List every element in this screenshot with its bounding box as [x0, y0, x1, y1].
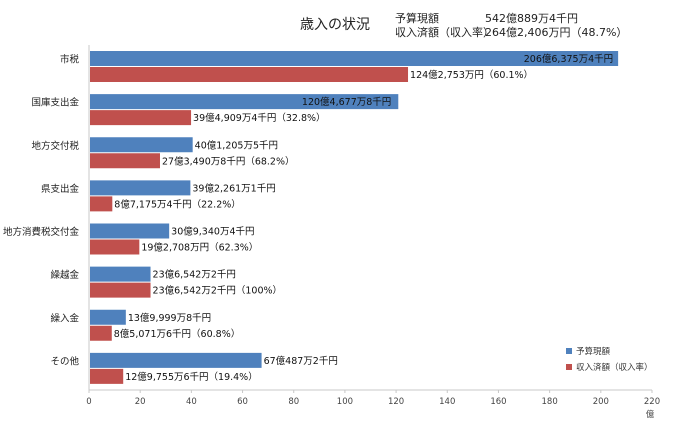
category-label: 国庫支出金 — [31, 97, 79, 109]
summary-budget-label: 予算現額 — [395, 12, 439, 25]
x-tick-label: 0 — [86, 397, 91, 407]
revenue-value-label: 8億7,175万4千円（22.2%） — [114, 198, 240, 210]
revenue-value-label: 8億5,071万6千円（60.8%） — [114, 328, 240, 340]
x-tick-label: 20 — [135, 397, 146, 407]
legend-label: 収入済額（収入率） — [576, 362, 653, 373]
category-label: その他 — [50, 355, 79, 367]
budget-value-label: 23億6,542万2千円 — [153, 269, 236, 281]
revenue-bar — [90, 153, 160, 169]
revenue-value-label: 39億4,909万4千円（32.8%） — [193, 112, 326, 124]
budget-value-label: 206億6,375万4千円 — [524, 53, 613, 65]
x-tick-label: 160 — [490, 397, 506, 407]
x-axis-unit: 億 — [646, 409, 655, 420]
revenue-bar — [90, 67, 409, 82]
budget-value-label: 67億487万2千円 — [264, 355, 338, 367]
revenue-value-label: 27億3,490万8千円（68.2%） — [162, 155, 295, 167]
budget-bar — [90, 94, 399, 110]
x-tick-label: 120 — [388, 397, 404, 407]
budget-value-label: 30億9,340万4千円 — [171, 226, 254, 238]
budget-bar — [90, 223, 170, 239]
revenue-value-label: 23億6,542万2千円（100%） — [153, 285, 283, 297]
revenue-bar — [90, 239, 140, 255]
x-tick-label: 100 — [337, 397, 353, 407]
revenue-value-label: 12億9,755万6千円（19.4%） — [125, 371, 258, 383]
revenue-bar — [90, 368, 124, 384]
category-label: 県支出金 — [41, 183, 80, 195]
revenue-bar — [90, 282, 151, 298]
chart-title: 歳入の状況 — [300, 17, 370, 33]
x-tick-label: 80 — [288, 397, 299, 407]
budget-value-label: 40億1,205万5千円 — [195, 139, 278, 151]
revenue-value-label: 19億2,708万円（62.3%） — [141, 242, 258, 254]
budget-value-label: 13億9,999万8千円 — [128, 312, 211, 324]
legend-label: 予算現額 — [576, 346, 611, 357]
revenue-bar — [90, 110, 192, 126]
budget-bar — [90, 51, 619, 66]
x-tick-label: 220 — [644, 397, 660, 407]
x-tick-label: 40 — [186, 397, 197, 407]
x-tick-label: 60 — [237, 397, 248, 407]
budget-bar — [90, 352, 262, 368]
x-tick-label: 200 — [593, 397, 609, 407]
category-label: 繰越金 — [50, 269, 79, 281]
budget-value-label: 39億2,261万1千円 — [192, 182, 275, 194]
category-label: 地方消費税交付金 — [3, 226, 80, 238]
revenue-bar — [90, 325, 112, 341]
revenue-bar — [90, 196, 113, 212]
legend-swatch — [566, 348, 572, 354]
budget-bar — [90, 309, 126, 325]
budget-bar — [90, 266, 151, 282]
budget-bar — [90, 180, 191, 196]
revenue-value-label: 124億2,753万円（60.1%） — [410, 69, 533, 81]
summary-budget-value: 542億889万4千円 — [485, 12, 578, 25]
legend-swatch — [566, 364, 572, 370]
summary-revenue-value: 264億2,406万円（48.7%） — [485, 26, 628, 39]
category-label: 地方交付税 — [31, 140, 79, 152]
x-tick-label: 180 — [542, 397, 558, 407]
category-label: 繰入金 — [50, 312, 79, 324]
category-label: 市税 — [60, 54, 80, 66]
budget-value-label: 120億4,677万8千円 — [302, 96, 391, 108]
x-tick-label: 140 — [439, 397, 455, 407]
budget-bar — [90, 137, 193, 153]
summary-revenue-label: 収入済額（収入率） — [395, 26, 494, 39]
